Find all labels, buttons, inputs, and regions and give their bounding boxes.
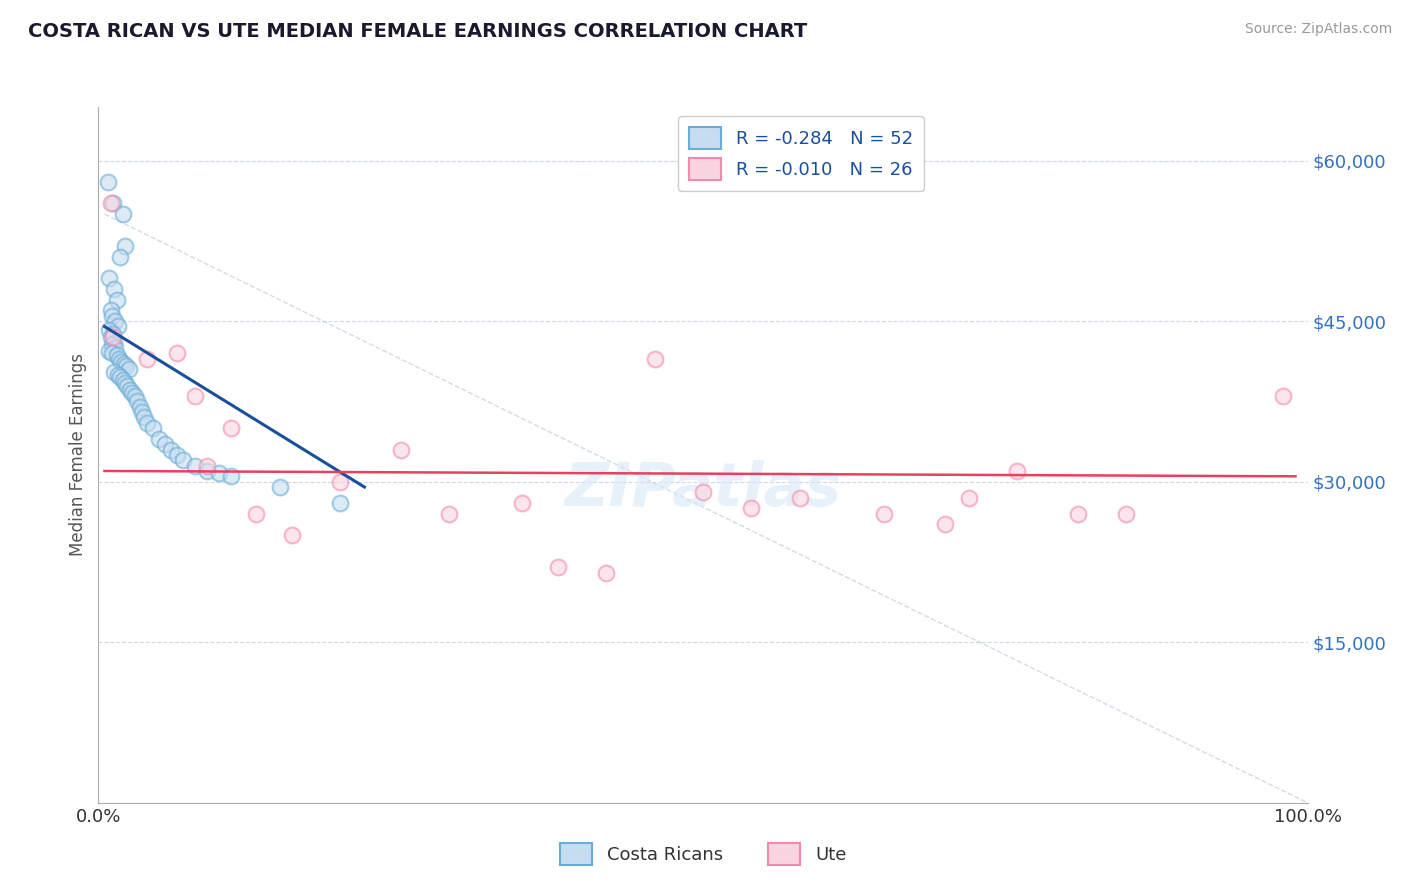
Point [135,416,157,430]
Point [245,507,267,521]
Point [281,528,304,542]
Point [160,442,183,457]
Point [221,421,243,435]
Point [103,335,125,350]
Point [329,475,352,489]
Point [103,366,125,380]
Point [437,507,460,521]
Point [101,330,124,344]
Point [153,437,176,451]
Point [105,348,128,362]
Point [100,303,122,318]
Point [104,314,127,328]
Point [101,326,124,341]
Point [114,376,136,391]
Point [111,207,134,221]
Point [389,442,412,457]
Point [644,351,666,366]
Point [111,373,134,387]
Point [101,196,124,211]
Point [100,346,122,360]
Point [269,480,291,494]
Point [957,491,980,505]
Point [1007,464,1029,478]
Point [100,309,122,323]
Point [98,344,121,359]
Point [108,250,131,264]
Point [100,196,122,211]
Point [329,496,352,510]
Point [108,351,131,366]
Point [131,405,153,419]
Point [103,282,125,296]
Point [98,323,121,337]
Point [98,271,121,285]
Point [105,293,128,307]
Text: ZIPatlas: ZIPatlas [564,460,842,519]
Point [100,330,122,344]
Point [148,432,170,446]
Point [117,379,139,393]
Point [107,368,129,382]
Y-axis label: Median Female Earnings: Median Female Earnings [69,353,87,557]
Point [110,355,132,369]
Point [547,560,569,574]
Point [107,319,129,334]
Point [134,410,156,425]
Point [1067,507,1090,521]
Point [142,421,165,435]
Point [510,496,533,510]
Point [112,357,135,371]
Point [121,385,143,400]
Legend: Costa Ricans, Ute: Costa Ricans, Ute [551,834,855,874]
Point [595,566,617,580]
Point [789,491,811,505]
Point [135,351,157,366]
Point [195,458,218,473]
Point [115,359,138,373]
Point [1115,507,1137,521]
Point [128,400,150,414]
Point [184,389,207,403]
Point [124,389,146,403]
Point [118,362,141,376]
Point [184,458,207,473]
Point [166,346,188,360]
Point [108,369,131,384]
Point [873,507,896,521]
Point [97,175,120,189]
Point [100,337,122,351]
Text: COSTA RICAN VS UTE MEDIAN FEMALE EARNINGS CORRELATION CHART: COSTA RICAN VS UTE MEDIAN FEMALE EARNING… [28,22,807,41]
Point [692,485,714,500]
Point [221,469,243,483]
Text: Source: ZipAtlas.com: Source: ZipAtlas.com [1244,22,1392,37]
Point [195,464,218,478]
Point [118,383,141,397]
Point [934,517,956,532]
Point [172,453,194,467]
Point [208,466,231,480]
Point [104,341,127,355]
Point [1272,389,1295,403]
Point [166,448,188,462]
Point [740,501,762,516]
Point [114,239,136,253]
Point [127,394,149,409]
